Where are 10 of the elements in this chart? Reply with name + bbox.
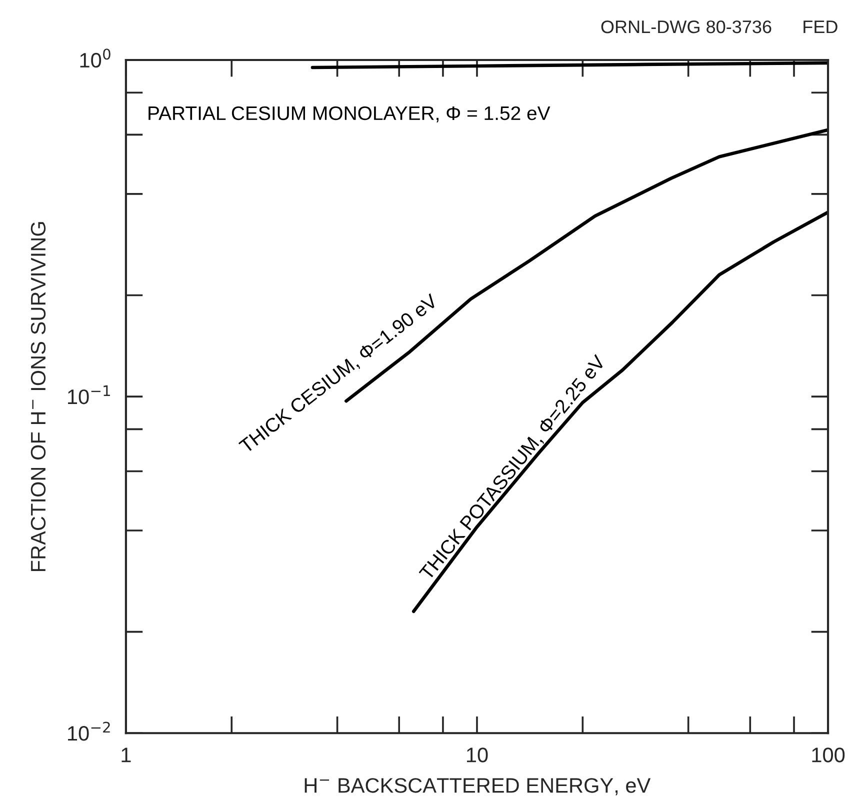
x-tick-label: 100	[812, 748, 845, 762]
text: PARTIAL CESIUM MONOLAYER, Φ = 1.52 eV	[148, 106, 550, 122]
y-tick-label: 10$^{−1}$	[68, 385, 110, 404]
x-tick-label: 1	[122, 748, 131, 762]
text: ORNL-DWG 80-3736 FED	[601, 20, 838, 34]
x-tick-label: 10	[466, 748, 488, 762]
y-tick-label: 10$^{−2}$	[68, 722, 110, 741]
x-axis-title: H$^{−}$ BACKSCATTERED ENERGY, eV	[304, 778, 651, 796]
y-axis-title: FRACTION OF H$^{−}$ IONS SURVIVING	[30, 222, 46, 572]
y-tick-label: 10$^{0}$	[80, 48, 110, 68]
